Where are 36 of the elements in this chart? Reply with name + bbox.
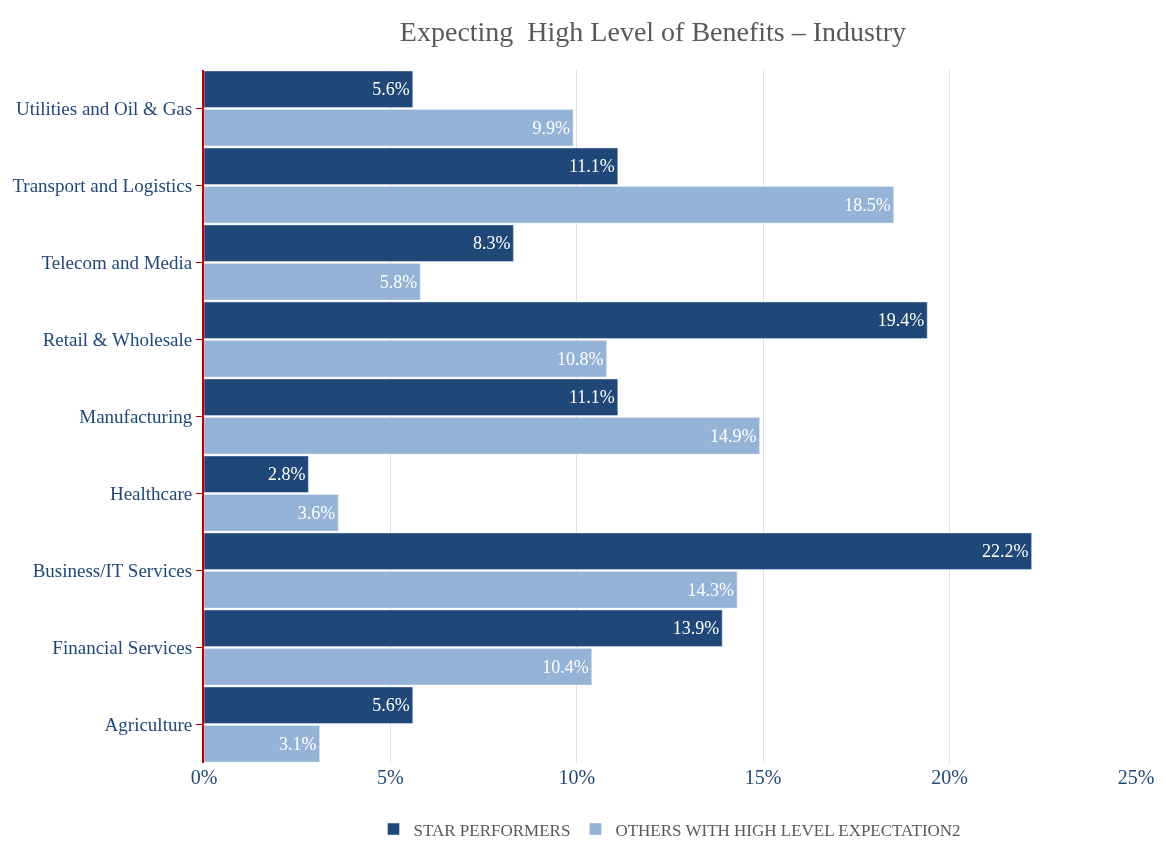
data-label: 3.1% xyxy=(279,733,317,754)
y-tick-label: Business/IT Services xyxy=(32,560,193,582)
data-label: 10.8% xyxy=(557,348,604,369)
data-label: 5.6% xyxy=(372,695,410,716)
x-tick-label: 25% xyxy=(1117,766,1155,788)
y-tick-label: Agriculture xyxy=(104,714,193,736)
data-label: 14.9% xyxy=(709,425,757,446)
legend-label: STAR PERFORMERS xyxy=(413,820,571,840)
x-tick-label: 15% xyxy=(744,766,782,788)
data-label: 3.6% xyxy=(297,502,336,523)
x-tick-label: 20% xyxy=(931,766,968,788)
data-label: 13.9% xyxy=(672,618,720,639)
data-label: 8.3% xyxy=(472,233,511,254)
y-tick-label: Utilities and Oil & Gas xyxy=(15,98,193,120)
data-label: 19.4% xyxy=(877,310,925,331)
y-tick-label: Healthcare xyxy=(109,483,193,505)
data-label: 11.1% xyxy=(568,156,615,177)
y-tick-label: Telecom and Media xyxy=(41,252,193,274)
data-label: 2.8% xyxy=(267,464,306,485)
x-tick-label: 10% xyxy=(558,766,596,788)
chart-title: Expecting High Level of Benefits – Industry xyxy=(399,16,907,48)
data-label: 11.1% xyxy=(568,387,615,408)
data-label: 5.6% xyxy=(372,79,410,100)
data-label: 18.5% xyxy=(844,194,891,215)
y-tick-label: Financial Services xyxy=(52,637,193,659)
y-tick-label: Retail & Wholesale xyxy=(42,329,193,351)
data-label: 9.9% xyxy=(532,117,571,138)
y-tick-label: Transport and Logistics xyxy=(12,175,193,197)
x-tick-label: 0% xyxy=(190,766,218,788)
y-tick-label: Manufacturing xyxy=(79,406,193,428)
data-label: 14.3% xyxy=(687,579,735,600)
x-tick-label: 5% xyxy=(377,766,404,788)
data-label: 22.2% xyxy=(982,541,1029,562)
data-label: 10.4% xyxy=(542,656,589,677)
data-label: 5.8% xyxy=(379,271,418,292)
legend-label: OTHERS WITH HIGH LEVEL EXPECTATION2 xyxy=(615,820,961,840)
